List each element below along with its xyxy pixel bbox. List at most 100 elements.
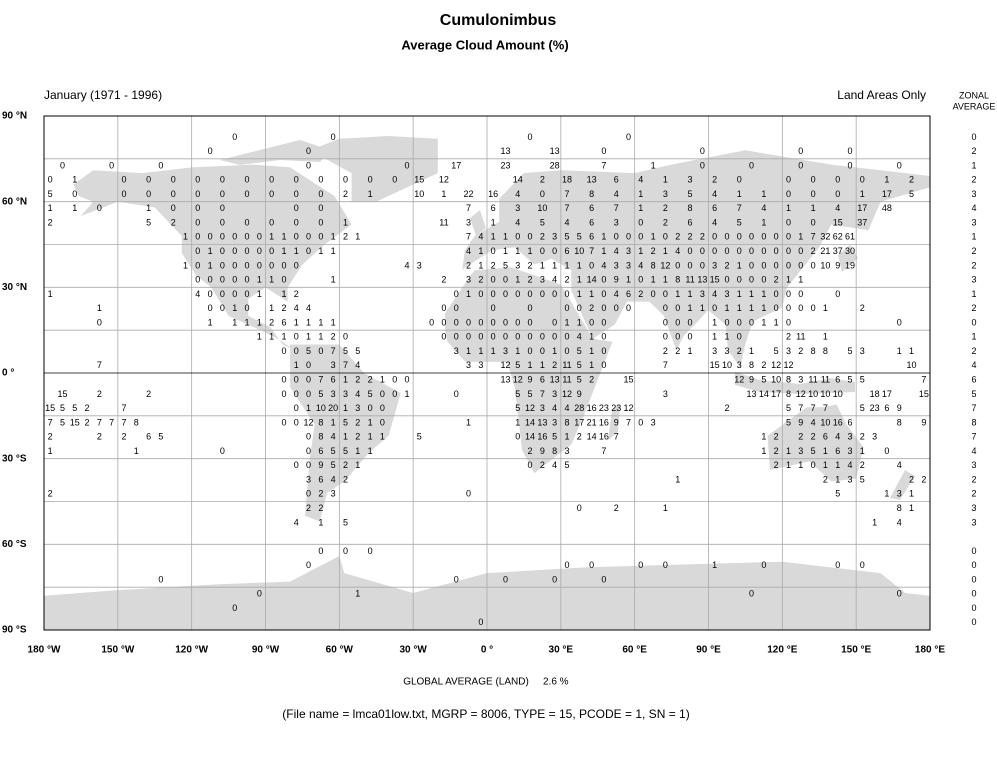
cell-value: 0 (306, 246, 311, 256)
cell-value: 0 (306, 375, 311, 385)
cell-value: 0 (601, 275, 606, 285)
cell-value: 0 (724, 275, 729, 285)
cell-value: 4 (712, 189, 717, 199)
cell-value: 1 (552, 346, 557, 356)
madagascar (608, 404, 620, 440)
cell-value: 0 (688, 332, 693, 342)
cell-value: 0 (60, 160, 65, 170)
cell-value: 1 (651, 232, 656, 242)
cell-value: 4 (712, 217, 717, 227)
cell-value: 3 (626, 246, 631, 256)
cell-value: 0 (601, 303, 606, 313)
cell-value: 1 (860, 446, 865, 456)
cell-value: 1 (651, 160, 656, 170)
zonal-average-value: 0 (971, 546, 976, 556)
cell-value: 2 (491, 260, 496, 270)
cell-value: 8 (651, 260, 656, 270)
cell-value: 0 (245, 260, 250, 270)
cell-value: 0 (761, 260, 766, 270)
cell-value: 6 (281, 317, 286, 327)
x-tick-label: 30 °E (549, 645, 574, 656)
cell-value: 0 (835, 560, 840, 570)
cell-value: 28 (574, 403, 584, 413)
cell-value: 0 (700, 146, 705, 156)
zonal-average-value: 3 (971, 503, 976, 513)
cell-value: 7 (823, 403, 828, 413)
cell-value: 2 (737, 346, 742, 356)
cell-value: 0 (774, 260, 779, 270)
cell-value: 0 (638, 417, 643, 427)
cell-value: 2 (355, 417, 360, 427)
cell-value: 0 (688, 246, 693, 256)
cell-value: 1 (761, 446, 766, 456)
cell-value: 0 (195, 217, 200, 227)
cell-value: 2 (343, 474, 348, 484)
cell-value: 0 (700, 260, 705, 270)
cell-value: 6 (823, 432, 828, 442)
cell-value: 17 (574, 417, 584, 427)
cell-value: 2 (638, 289, 643, 299)
zonal-average-value: 2 (971, 474, 976, 484)
x-tick-label: 150 °E (841, 645, 871, 656)
cell-value: 1 (466, 346, 471, 356)
cell-value: 1 (761, 289, 766, 299)
cell-value: 11 (821, 375, 830, 385)
cell-value: 16 (599, 417, 609, 427)
cell-value: 1 (564, 432, 569, 442)
cell-value: 1 (663, 175, 668, 185)
cell-value: 4 (638, 175, 643, 185)
cell-value: 4 (355, 360, 360, 370)
cell-value: 1 (638, 203, 643, 213)
cell-value: 0 (97, 317, 102, 327)
cell-value: 2 (528, 446, 533, 456)
cell-value: 7 (921, 375, 926, 385)
x-tick-label: 0 ° (481, 645, 493, 656)
cell-value: 0 (811, 303, 816, 313)
cell-value: 5 (577, 346, 582, 356)
cell-value: 3 (872, 432, 877, 442)
cell-value: 13 (500, 146, 510, 156)
cell-value: 2 (589, 303, 594, 313)
cell-value: 0 (294, 460, 299, 470)
cell-value: 7 (331, 346, 336, 356)
cell-value: 0 (638, 275, 643, 285)
cell-value: 0 (454, 332, 459, 342)
y-tick-label: 90 °N (2, 111, 27, 122)
cell-value: 0 (343, 546, 348, 556)
cell-value: 1 (737, 289, 742, 299)
cell-value: 7 (109, 417, 114, 427)
cell-value: 5 (761, 375, 766, 385)
cell-value: 1 (318, 332, 323, 342)
cell-value: 12 (734, 375, 744, 385)
cell-value: 2 (823, 474, 828, 484)
cell-value: 3 (331, 360, 336, 370)
cell-value: 0 (589, 560, 594, 570)
cell-value: 1 (257, 332, 262, 342)
cell-value: 0 (294, 332, 299, 342)
cell-value: 0 (306, 360, 311, 370)
cell-value: 4 (515, 217, 520, 227)
cell-value: 0 (245, 275, 250, 285)
cell-value: 1 (318, 317, 323, 327)
cell-value: 0 (232, 275, 237, 285)
cell-value: 0 (405, 160, 410, 170)
cell-value: 1 (405, 389, 410, 399)
cell-value: 3 (848, 432, 853, 442)
cell-value: 1 (749, 346, 754, 356)
cell-value: 1 (700, 303, 705, 313)
cell-value: 0 (540, 246, 545, 256)
cell-value: 10 (722, 360, 732, 370)
cell-value: 0 (835, 289, 840, 299)
x-tick-label: 30 °W (399, 645, 427, 656)
cell-value: 0 (281, 389, 286, 399)
cell-value: 0 (478, 332, 483, 342)
cell-value: 1 (318, 246, 323, 256)
cell-value: 1 (368, 446, 373, 456)
cell-value: 7 (589, 246, 594, 256)
cell-value: 14 (587, 275, 597, 285)
cell-value: 15 (57, 389, 67, 399)
cell-value: 1 (343, 432, 348, 442)
cell-value: 0 (749, 260, 754, 270)
cell-value: 10 (808, 389, 818, 399)
cell-value: 7 (601, 446, 606, 456)
